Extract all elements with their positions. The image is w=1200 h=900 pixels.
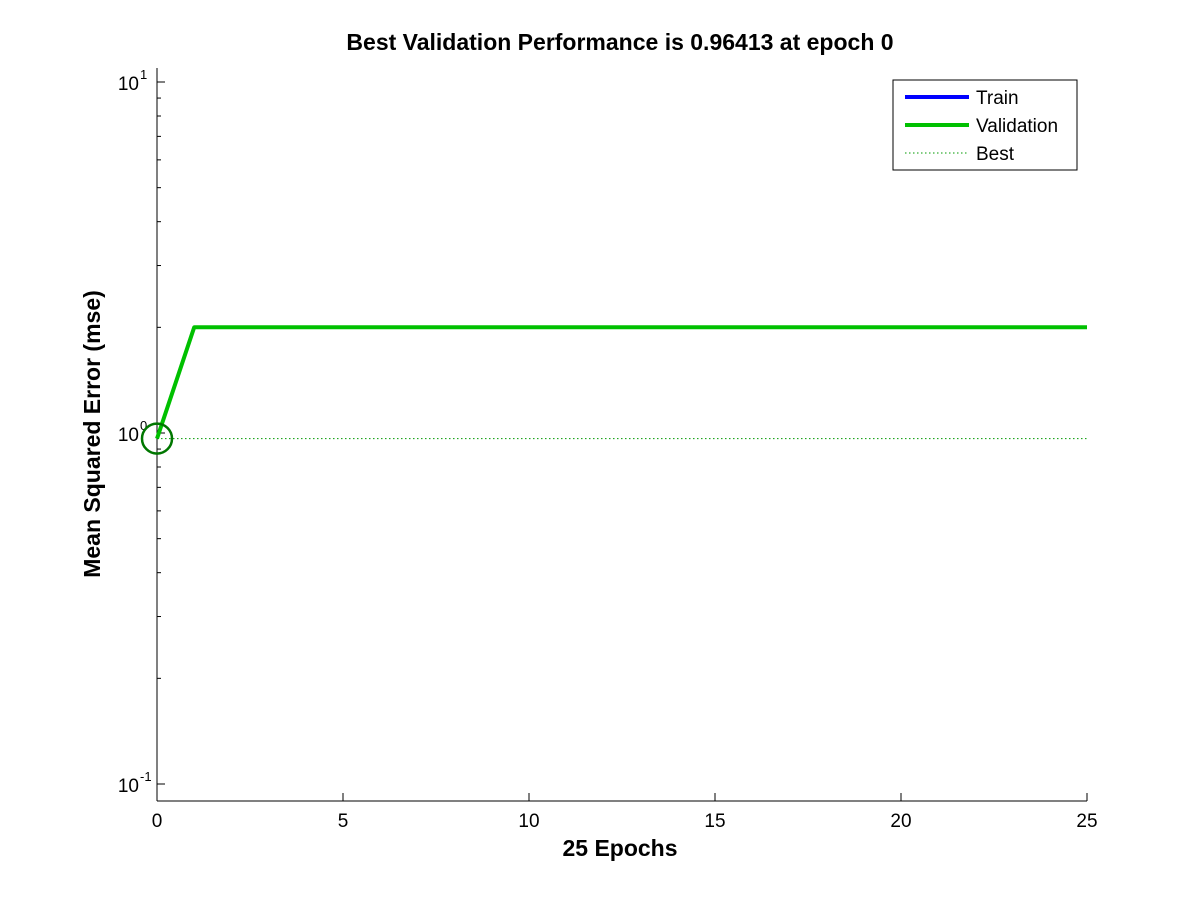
axes-frame	[157, 68, 1087, 801]
legend-label-train: Train	[976, 88, 1019, 109]
chart-title: Best Validation Performance is 0.96413 a…	[346, 29, 893, 55]
x-tick-label: 15	[704, 811, 725, 832]
x-tick-label: 25	[1076, 811, 1097, 832]
series-validation-line	[155, 325, 1087, 440]
legend-label-best: Best	[976, 144, 1015, 165]
legend-items: Train Validation Best	[905, 88, 1058, 165]
x-tick-label: 5	[338, 811, 349, 832]
y-tick-label: 10	[118, 425, 139, 446]
legend-label-validation: Validation	[976, 116, 1058, 137]
y-tick-exponent: 0	[140, 418, 147, 433]
y-axis-title: Mean Squared Error (mse)	[79, 290, 105, 578]
y-tick-exponent: -1	[140, 769, 152, 784]
y-tick-exponent: 1	[140, 67, 147, 82]
legend: Train Validation Best	[892, 79, 1078, 171]
x-tick-label: 0	[152, 811, 163, 832]
y-tick-label: 10	[118, 74, 139, 95]
y-tick-label: 10	[118, 776, 139, 797]
series-layer	[140, 325, 1087, 455]
x-axis-title: 25 Epochs	[562, 835, 677, 861]
best-epoch-marker	[140, 422, 174, 455]
x-tick-label: 20	[890, 811, 911, 832]
x-tick-label: 10	[518, 811, 539, 832]
x-ticks: 0 5 10 15 20 25	[152, 793, 1098, 832]
